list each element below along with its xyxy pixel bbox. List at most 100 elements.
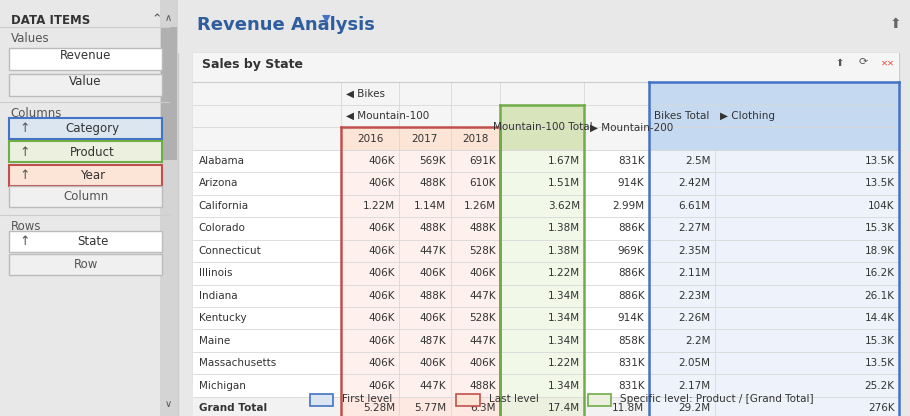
Text: 406K: 406K (369, 336, 395, 346)
Text: 406K: 406K (369, 313, 395, 323)
FancyBboxPatch shape (9, 74, 162, 96)
Text: 447K: 447K (470, 291, 496, 301)
Text: Revenue: Revenue (60, 49, 111, 62)
Text: ▶ Clothing: ▶ Clothing (720, 111, 774, 121)
Text: 2.11M: 2.11M (678, 268, 711, 278)
Text: 831K: 831K (618, 381, 644, 391)
Text: 1.22M: 1.22M (548, 358, 580, 368)
Text: First level: First level (342, 394, 392, 404)
Text: Mountain-100 Total: Mountain-100 Total (492, 122, 592, 132)
Text: California: California (199, 201, 249, 211)
Text: 1.38M: 1.38M (548, 246, 580, 256)
Bar (340, 240, 500, 262)
Text: 2.99M: 2.99M (612, 201, 644, 211)
Text: Year: Year (80, 169, 106, 182)
Text: 29.2M: 29.2M (678, 403, 711, 413)
Text: 406K: 406K (369, 178, 395, 188)
Text: ↑: ↑ (20, 146, 30, 159)
Text: Row: Row (74, 258, 97, 271)
Text: 1.38M: 1.38M (548, 223, 580, 233)
Text: Specific level: Product / [Grand Total]: Specific level: Product / [Grand Total] (621, 394, 814, 404)
Bar (193, 53, 899, 82)
Bar (501, 307, 584, 329)
Bar (340, 307, 500, 329)
FancyBboxPatch shape (9, 186, 162, 207)
Bar (340, 172, 500, 195)
Bar (649, 352, 899, 374)
Text: 2.26M: 2.26M (678, 313, 711, 323)
Bar (193, 397, 899, 416)
Text: 886K: 886K (618, 268, 644, 278)
Bar (159, 0, 178, 416)
FancyBboxPatch shape (9, 231, 162, 252)
Bar (193, 240, 899, 262)
Bar (501, 262, 584, 285)
Text: 2.17M: 2.17M (678, 381, 711, 391)
Text: Revenue Analysis: Revenue Analysis (197, 16, 375, 34)
Bar (340, 82, 649, 105)
Text: 488K: 488K (420, 223, 446, 233)
Text: 406K: 406K (420, 268, 446, 278)
Text: Bikes Total: Bikes Total (654, 111, 710, 121)
Text: 2.27M: 2.27M (678, 223, 711, 233)
Text: 6.3M: 6.3M (470, 403, 496, 413)
Bar (193, 285, 899, 307)
Bar (501, 352, 584, 374)
Text: 13.5K: 13.5K (864, 358, 895, 368)
Text: 1.22M: 1.22M (363, 201, 395, 211)
Bar (340, 195, 500, 217)
Text: 447K: 447K (470, 336, 496, 346)
Text: Last level: Last level (489, 394, 539, 404)
Bar (501, 105, 584, 150)
Text: 406K: 406K (369, 381, 395, 391)
Bar (178, 0, 910, 53)
Bar (649, 82, 714, 150)
Bar (340, 150, 500, 172)
Bar (714, 82, 899, 150)
Text: 2018: 2018 (462, 134, 489, 144)
Text: 13.5K: 13.5K (864, 156, 895, 166)
Text: 104K: 104K (868, 201, 895, 211)
Text: Alabama: Alabama (199, 156, 245, 166)
Bar (649, 397, 899, 416)
Text: 15.3K: 15.3K (864, 223, 895, 233)
Bar (649, 150, 899, 172)
Text: Kentucky: Kentucky (199, 313, 247, 323)
Text: ⬆: ⬆ (890, 17, 901, 31)
FancyBboxPatch shape (9, 165, 162, 186)
Bar (161, 27, 177, 160)
Text: 16.2K: 16.2K (864, 268, 895, 278)
Text: ▼: ▼ (322, 14, 330, 24)
Text: 14.4K: 14.4K (864, 313, 895, 323)
Text: Arizona: Arizona (199, 178, 238, 188)
Text: 25.2K: 25.2K (864, 381, 895, 391)
Text: DATA ITEMS: DATA ITEMS (11, 14, 90, 27)
Text: 488K: 488K (470, 223, 496, 233)
Bar (649, 172, 899, 195)
Text: 487K: 487K (420, 336, 446, 346)
Text: 2.23M: 2.23M (678, 291, 711, 301)
Bar (584, 105, 649, 150)
FancyBboxPatch shape (9, 141, 162, 162)
Text: 406K: 406K (420, 313, 446, 323)
Text: 914K: 914K (618, 313, 644, 323)
Bar (193, 82, 340, 105)
Text: 2.05M: 2.05M (678, 358, 711, 368)
Text: 1.34M: 1.34M (548, 336, 580, 346)
Text: 886K: 886K (618, 223, 644, 233)
Text: 5.28M: 5.28M (363, 403, 395, 413)
Bar (193, 217, 899, 240)
Bar (501, 195, 584, 217)
Text: 406K: 406K (369, 268, 395, 278)
Text: Indiana: Indiana (199, 291, 238, 301)
Text: Sales by State: Sales by State (202, 58, 303, 71)
Text: 26.1K: 26.1K (864, 291, 895, 301)
Text: Column: Column (63, 190, 108, 203)
Text: 11.8M: 11.8M (612, 403, 644, 413)
Text: Rows: Rows (11, 220, 41, 233)
Bar (649, 217, 899, 240)
Text: 6.61M: 6.61M (678, 201, 711, 211)
Text: 488K: 488K (420, 291, 446, 301)
Text: 2.42M: 2.42M (678, 178, 711, 188)
Text: Connecticut: Connecticut (199, 246, 261, 256)
